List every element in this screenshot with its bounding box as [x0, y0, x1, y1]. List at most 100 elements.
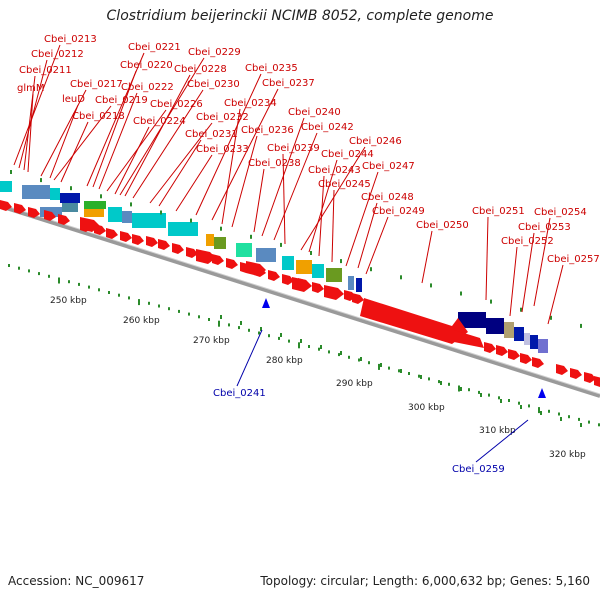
gene-arrow-forward[interactable]: [594, 376, 600, 387]
gene-label[interactable]: Cbei_0239: [267, 143, 320, 154]
gene-label[interactable]: glmM: [17, 83, 45, 94]
gene-block[interactable]: [486, 318, 504, 334]
gene-block[interactable]: [514, 327, 524, 341]
gene-arrow-forward[interactable]: [172, 243, 184, 254]
gene-label[interactable]: Cbei_0248: [361, 192, 414, 203]
gene-label[interactable]: Cbei_0229: [188, 47, 241, 58]
gene-label[interactable]: Cbei_0232: [196, 112, 249, 123]
gene-label[interactable]: Cbei_0219: [95, 95, 148, 106]
gene-label[interactable]: Cbei_0244: [321, 149, 374, 160]
gene-label[interactable]: Cbei_0235: [245, 63, 298, 74]
gene-block[interactable]: [206, 234, 214, 246]
gene-arrow-forward[interactable]: [282, 274, 294, 285]
gene-block[interactable]: [236, 243, 252, 257]
gene-arrow-forward[interactable]: [132, 234, 144, 245]
gene-block[interactable]: [84, 201, 106, 209]
gene-arrow-forward[interactable]: [570, 368, 582, 379]
gene-arrow-forward[interactable]: [484, 342, 496, 353]
gene-label[interactable]: Cbei_0231: [185, 129, 238, 140]
gene-label[interactable]: Cbei_0245: [318, 179, 371, 190]
gene-label[interactable]: Cbei_0213: [44, 34, 97, 45]
gene-arrow-forward[interactable]: [454, 330, 484, 348]
gene-arrow-forward[interactable]: [226, 258, 238, 269]
gene-arrow-forward[interactable]: [532, 357, 544, 368]
gene-label-reverse[interactable]: Cbei_0259: [452, 464, 505, 475]
gene-arrow-forward[interactable]: [352, 293, 364, 304]
gene-arrow-forward[interactable]: [268, 270, 280, 281]
gene-block[interactable]: [326, 268, 342, 282]
gene-arrow-forward[interactable]: [120, 231, 132, 242]
gene-block[interactable]: [62, 203, 78, 212]
gene-label[interactable]: Cbei_0218: [72, 111, 125, 122]
reverse-gene-marker[interactable]: [262, 298, 270, 308]
gene-block[interactable]: [0, 181, 12, 192]
gene-arrow-forward[interactable]: [520, 353, 532, 364]
gene-arrow-forward[interactable]: [312, 282, 324, 293]
gene-label[interactable]: Cbei_0242: [301, 122, 354, 133]
gene-arrow-forward[interactable]: [496, 345, 508, 356]
gene-block[interactable]: [84, 209, 104, 217]
gene-arrow-forward[interactable]: [292, 277, 312, 292]
gene-arrow-forward[interactable]: [58, 214, 70, 225]
gene-label[interactable]: Cbei_0246: [349, 136, 402, 147]
gene-block[interactable]: [538, 339, 548, 353]
gene-block[interactable]: [356, 278, 362, 292]
gene-block[interactable]: [458, 312, 486, 328]
gene-label[interactable]: Cbei_0234: [224, 98, 277, 109]
gene-label[interactable]: Cbei_0257: [547, 254, 600, 265]
gene-label[interactable]: Cbei_0224: [133, 116, 186, 127]
gene-arrow-forward[interactable]: [44, 210, 56, 221]
gene-label[interactable]: Cbei_0254: [534, 207, 587, 218]
gene-block[interactable]: [122, 211, 132, 223]
gene-label[interactable]: Cbei_0237: [262, 78, 315, 89]
gene-label[interactable]: Cbei_0252: [501, 236, 554, 247]
gene-block[interactable]: [22, 185, 50, 199]
gene-block[interactable]: [60, 193, 80, 203]
gene-arrow-forward[interactable]: [106, 228, 118, 239]
gene-block[interactable]: [296, 260, 312, 274]
gene-label[interactable]: leuD: [62, 94, 85, 105]
gene-label[interactable]: Cbei_0236: [241, 125, 294, 136]
gene-arrow-forward[interactable]: [196, 249, 216, 264]
gene-label[interactable]: Cbei_0220: [120, 60, 173, 71]
gene-block[interactable]: [132, 213, 166, 228]
gene-arrow-forward[interactable]: [212, 254, 224, 265]
gene-label[interactable]: Cbei_0250: [416, 220, 469, 231]
gene-label[interactable]: Cbei_0247: [362, 161, 415, 172]
gene-block[interactable]: [168, 222, 198, 236]
gene-label[interactable]: Cbei_0251: [472, 206, 525, 217]
gene-block[interactable]: [312, 264, 324, 278]
gene-block[interactable]: [214, 237, 226, 249]
gene-arrow-forward[interactable]: [556, 364, 568, 375]
gene-block[interactable]: [504, 322, 514, 338]
gene-arrow-forward[interactable]: [186, 247, 198, 258]
gene-label[interactable]: Cbei_0240: [288, 107, 341, 118]
gene-arrow-forward[interactable]: [28, 207, 40, 218]
gene-arrow-forward[interactable]: [146, 236, 158, 247]
gene-label[interactable]: Cbei_0228: [174, 64, 227, 75]
gene-label-reverse[interactable]: Cbei_0241: [213, 388, 266, 399]
gene-block[interactable]: [282, 256, 294, 270]
gene-label[interactable]: Cbei_0230: [187, 79, 240, 90]
gene-arrow-forward[interactable]: [360, 298, 468, 344]
gene-arrow-forward[interactable]: [80, 217, 100, 232]
gene-block[interactable]: [50, 188, 60, 200]
gene-label[interactable]: Cbei_0238: [248, 158, 301, 169]
gene-label[interactable]: Cbei_0226: [150, 99, 203, 110]
gene-arrow-forward[interactable]: [246, 261, 266, 276]
gene-label[interactable]: Cbei_0253: [518, 222, 571, 233]
gene-block[interactable]: [108, 207, 122, 222]
gene-arrow-forward[interactable]: [324, 285, 344, 300]
gene-arrow-forward[interactable]: [0, 200, 12, 211]
gene-label[interactable]: Cbei_0212: [31, 49, 84, 60]
gene-label[interactable]: Cbei_0233: [196, 144, 249, 155]
gene-arrow-forward[interactable]: [584, 372, 596, 383]
gene-block[interactable]: [524, 333, 530, 345]
gene-block[interactable]: [256, 248, 276, 262]
gene-block[interactable]: [348, 276, 354, 290]
gene-label[interactable]: Cbei_0249: [372, 206, 425, 217]
gene-arrow-forward[interactable]: [508, 349, 520, 360]
gene-arrow-forward[interactable]: [158, 239, 170, 250]
gene-label[interactable]: Cbei_0217: [70, 79, 123, 90]
gene-label[interactable]: Cbei_0211: [19, 65, 72, 76]
